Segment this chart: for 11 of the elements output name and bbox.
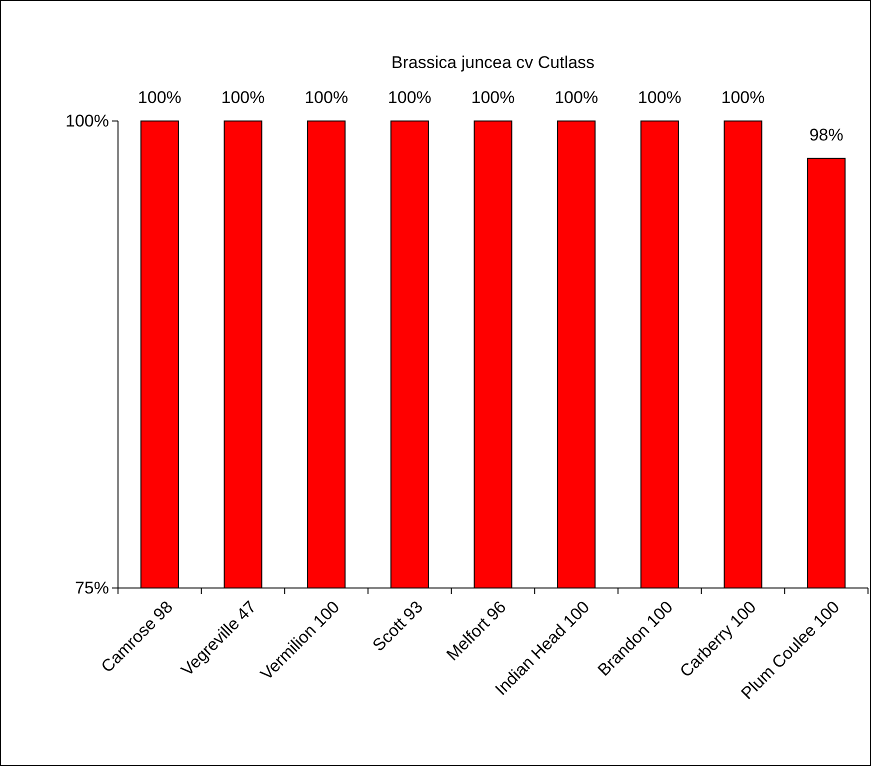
data-label: 100% bbox=[554, 88, 598, 107]
data-label: 100% bbox=[721, 88, 765, 107]
data-label: 100% bbox=[138, 88, 182, 107]
data-label: 100% bbox=[304, 88, 348, 107]
data-label: 100% bbox=[221, 88, 265, 107]
y-tick-label: 75% bbox=[74, 578, 109, 598]
data-label: 100% bbox=[471, 88, 515, 107]
chart-title: Brassica juncea cv Cutlass bbox=[391, 53, 595, 72]
data-label: 100% bbox=[388, 88, 432, 107]
data-label: 100% bbox=[638, 88, 682, 107]
data-label: 98% bbox=[809, 125, 844, 144]
